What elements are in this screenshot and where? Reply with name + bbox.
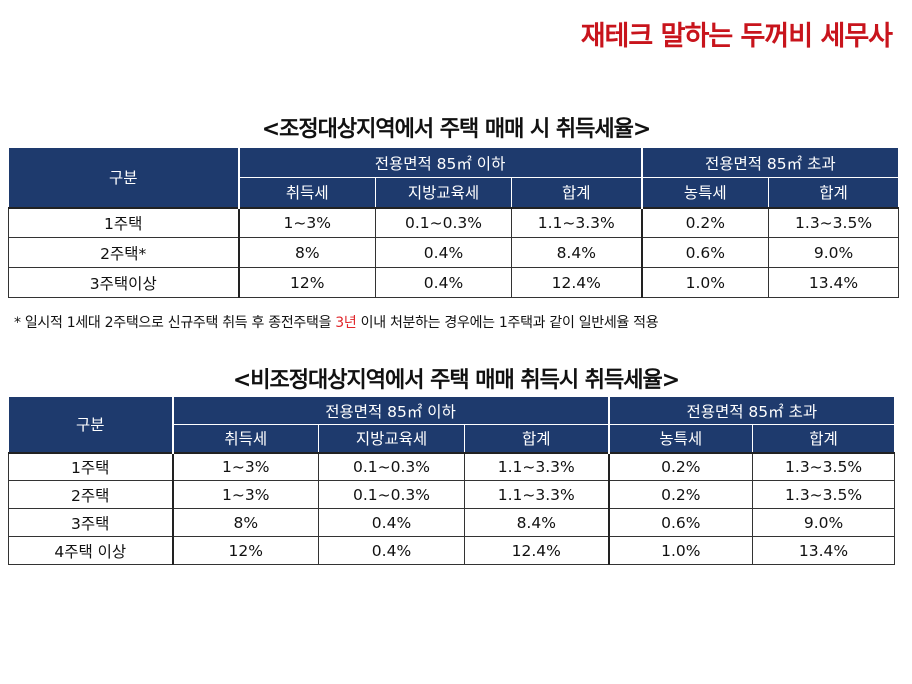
header-group-under-85: 전용면적 85㎡ 이하 [171,396,610,425]
tax-table-non-adjusted: 구분 전용면적 85㎡ 이하 전용면적 85㎡ 초과 취득세 지방교육세 합계 … [8,396,896,565]
header-total-over: 합계 [768,177,900,208]
table-cell: 13.4% [768,267,900,298]
table-cell: 0.6% [608,508,754,537]
table-cell: 0.6% [641,237,770,268]
table-cell: 1~3% [238,206,376,238]
table-cell: 0.4% [375,237,512,268]
table-cell: 0.4% [375,267,512,298]
header-local-education-tax: 지방교육세 [375,177,512,208]
brand-title: 재테크 말하는 두꺼비 세무사 [580,21,893,52]
header-total-under: 합계 [510,177,643,208]
table-cell: 1.3~3.5% [752,480,896,509]
table-cell: 0.2% [641,206,770,238]
table-cell: 9.0% [768,237,900,268]
table-cell: 8.4% [510,237,643,268]
row-label: 2주택* [8,237,240,268]
table-row: 2주택 1~3% 0.1~0.3% 1.1~3.3% 0.2% 1.3~3.5% [8,480,896,509]
header-category: 구분 [8,147,240,208]
table-cell: 12.4% [510,267,643,298]
table-row: 1주택 1~3% 0.1~0.3% 1.1~3.3% 0.2% 1.3~3.5% [8,206,900,238]
header-total-over: 합계 [752,424,896,453]
table-cell: 1.1~3.3% [510,206,643,238]
table-row: 3주택 8% 0.4% 8.4% 0.6% 9.0% [8,508,896,537]
table-cell: 8.4% [463,508,610,537]
table-cell: 1.0% [608,536,754,565]
table-cell: 12% [172,536,319,565]
table-row: 4주택 이상 12% 0.4% 12.4% 1.0% 13.4% [8,536,896,565]
header-group-over-85: 전용면적 85㎡ 초과 [608,396,896,425]
table-cell: 0.1~0.3% [375,206,512,238]
row-label: 4주택 이상 [8,536,174,565]
table-cell: 0.4% [318,536,465,565]
table-row: 3주택이상 12% 0.4% 12.4% 1.0% 13.4% [8,267,900,298]
row-label: 3주택 [8,508,174,537]
tax-table-adjusted: 구분 전용면적 85㎡ 이하 전용면적 85㎡ 초과 취득세 지방교육세 합계 … [8,147,900,298]
header-acquisition-tax: 취득세 [238,177,376,208]
table-cell: 8% [172,508,319,537]
table-cell: 0.2% [608,451,754,481]
table-subheader-row: 취득세 지방교육세 합계 농특세 합계 [9,177,900,208]
footnote-text-after: 이내 처분하는 경우에는 1주택과 같이 일반세율 적용 [356,315,659,331]
section-title-adjusted: <조정대상지역에서 주택 매매 시 취득세율> [261,117,652,142]
row-label: 1주택 [8,451,174,481]
table-cell: 8% [238,237,376,268]
table-header-row: 구분 전용면적 85㎡ 이하 전용면적 85㎡ 초과 [8,147,900,208]
table-cell: 1.1~3.3% [463,480,610,509]
table-cell: 0.4% [318,508,465,537]
table-row: 1주택 1~3% 0.1~0.3% 1.1~3.3% 0.2% 1.3~3.5% [8,451,896,481]
table-cell: 1.1~3.3% [463,451,610,481]
header-total-under: 합계 [463,424,610,453]
table-cell: 13.4% [752,536,896,565]
header-category: 구분 [8,396,174,453]
table-cell: 1~3% [172,480,319,509]
row-label: 2주택 [8,480,174,509]
table-subheader-row: 취득세 지방교육세 합계 농특세 합계 [9,424,896,453]
row-label: 3주택이상 [8,267,240,298]
table-row: 2주택* 8% 0.4% 8.4% 0.6% 9.0% [8,237,900,268]
table-cell: 1~3% [172,451,319,481]
header-rural-special-tax: 농특세 [608,424,754,453]
table-cell: 0.2% [608,480,754,509]
table-cell: 1.3~3.5% [752,451,896,481]
footnote: * 일시적 1세대 2주택으로 신규주택 취득 후 종전주택을 3년 이내 처분… [14,312,659,332]
table-cell: 9.0% [752,508,896,537]
table-cell: 12% [238,267,376,298]
header-local-education-tax: 지방교육세 [318,424,465,453]
table-cell: 0.1~0.3% [318,480,465,509]
table-cell: 0.1~0.3% [318,451,465,481]
header-group-under-85: 전용면적 85㎡ 이하 [237,147,643,178]
table-cell: 1.3~3.5% [768,206,900,238]
header-rural-special-tax: 농특세 [641,177,770,208]
header-group-over-85: 전용면적 85㎡ 초과 [641,147,900,178]
section-title-non-adjusted: <비조정대상지역에서 주택 매매 취득시 취득세율> [232,368,680,393]
row-label: 1주택 [8,206,240,238]
table-header-row: 구분 전용면적 85㎡ 이하 전용면적 85㎡ 초과 [8,396,896,453]
table-cell: 12.4% [463,536,610,565]
header-acquisition-tax: 취득세 [172,424,319,453]
table-cell: 1.0% [641,267,770,298]
footnote-highlight: 3년 [335,315,357,331]
footnote-text-before: * 일시적 1세대 2주택으로 신규주택 취득 후 종전주택을 [14,315,336,331]
